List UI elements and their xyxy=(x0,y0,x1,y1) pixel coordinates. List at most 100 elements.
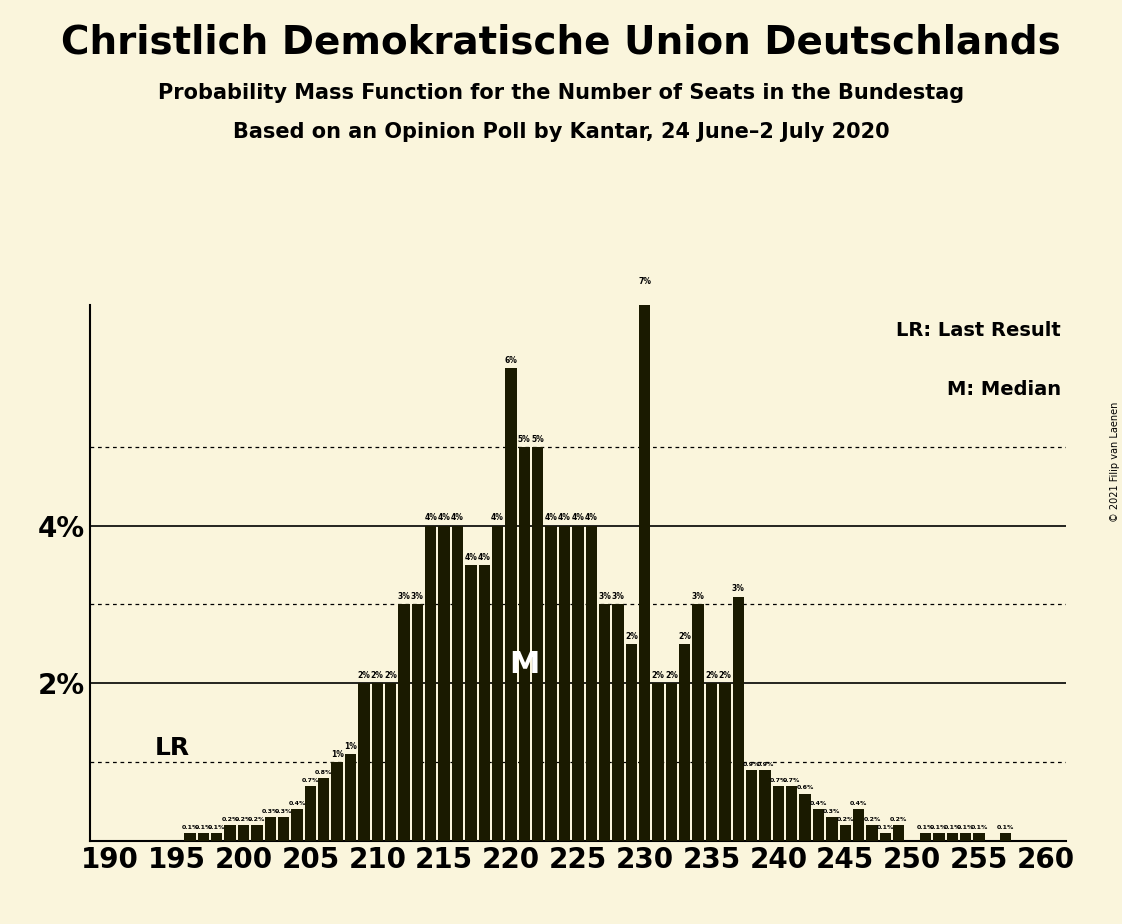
Bar xyxy=(197,833,209,841)
Bar xyxy=(344,754,356,841)
Text: 6%: 6% xyxy=(505,356,517,365)
Text: 0.1%: 0.1% xyxy=(957,825,974,830)
Bar xyxy=(385,683,396,841)
Bar xyxy=(425,526,436,841)
Text: 0.2%: 0.2% xyxy=(863,817,881,822)
Bar xyxy=(706,683,717,841)
Text: 4%: 4% xyxy=(491,514,504,522)
Text: 3%: 3% xyxy=(397,592,411,602)
Text: 0.1%: 0.1% xyxy=(182,825,199,830)
Text: 5%: 5% xyxy=(532,434,544,444)
Bar xyxy=(947,833,958,841)
Text: 0.1%: 0.1% xyxy=(944,825,960,830)
Text: 5%: 5% xyxy=(518,434,531,444)
Text: 0.2%: 0.2% xyxy=(837,817,854,822)
Text: 0.1%: 0.1% xyxy=(971,825,987,830)
Bar xyxy=(692,604,703,841)
Text: 0.2%: 0.2% xyxy=(221,817,239,822)
Text: M: M xyxy=(509,650,540,679)
Bar xyxy=(733,597,744,841)
Text: © 2021 Filip van Laenen: © 2021 Filip van Laenen xyxy=(1110,402,1120,522)
Text: 3%: 3% xyxy=(611,592,624,602)
Bar xyxy=(224,825,236,841)
Bar xyxy=(773,785,784,841)
Text: 2%: 2% xyxy=(358,671,370,680)
Text: 2%: 2% xyxy=(625,632,637,640)
Text: 4%: 4% xyxy=(585,514,598,522)
Text: 2%: 2% xyxy=(652,671,664,680)
Text: 0.7%: 0.7% xyxy=(770,777,788,783)
Bar xyxy=(265,817,276,841)
Text: 3%: 3% xyxy=(411,592,424,602)
Text: LR: Last Result: LR: Last Result xyxy=(896,321,1061,340)
Bar xyxy=(398,604,410,841)
Bar xyxy=(412,604,423,841)
Text: 4%: 4% xyxy=(451,514,463,522)
Bar xyxy=(760,770,771,841)
Bar xyxy=(934,833,945,841)
Bar xyxy=(479,565,490,841)
Text: 2%: 2% xyxy=(384,671,397,680)
Bar xyxy=(371,683,383,841)
Text: 4%: 4% xyxy=(558,514,571,522)
Text: 0.1%: 0.1% xyxy=(917,825,935,830)
Bar xyxy=(505,368,516,841)
Text: 3%: 3% xyxy=(598,592,611,602)
Bar xyxy=(800,794,811,841)
Text: 4%: 4% xyxy=(478,553,490,562)
Bar xyxy=(572,526,583,841)
Bar xyxy=(652,683,664,841)
Bar xyxy=(211,833,222,841)
Text: 2%: 2% xyxy=(705,671,718,680)
Bar xyxy=(626,644,637,841)
Text: 1%: 1% xyxy=(344,742,357,751)
Text: 0.2%: 0.2% xyxy=(890,817,908,822)
Bar xyxy=(665,683,677,841)
Bar xyxy=(292,809,303,841)
Bar xyxy=(787,785,798,841)
Text: Probability Mass Function for the Number of Seats in the Bundestag: Probability Mass Function for the Number… xyxy=(158,83,964,103)
Bar xyxy=(960,833,972,841)
Text: 4%: 4% xyxy=(438,514,451,522)
Text: Christlich Demokratische Union Deutschlands: Christlich Demokratische Union Deutschla… xyxy=(61,23,1061,61)
Bar xyxy=(532,447,543,841)
Text: 2%: 2% xyxy=(718,671,732,680)
Bar xyxy=(184,833,195,841)
Text: 2%: 2% xyxy=(679,632,691,640)
Bar xyxy=(466,565,477,841)
Bar xyxy=(491,526,504,841)
Text: Based on an Opinion Poll by Kantar, 24 June–2 July 2020: Based on an Opinion Poll by Kantar, 24 J… xyxy=(232,122,890,142)
Text: 0.8%: 0.8% xyxy=(315,770,332,774)
Text: 0.1%: 0.1% xyxy=(930,825,948,830)
Text: 0.4%: 0.4% xyxy=(810,801,827,806)
Bar xyxy=(518,447,530,841)
Text: 0.9%: 0.9% xyxy=(743,761,761,767)
Bar xyxy=(452,526,463,841)
Text: 2%: 2% xyxy=(370,671,384,680)
Bar xyxy=(251,825,263,841)
Bar xyxy=(238,825,249,841)
Bar xyxy=(331,762,343,841)
Bar xyxy=(305,785,316,841)
Bar xyxy=(812,809,825,841)
Text: 0.3%: 0.3% xyxy=(261,809,279,814)
Text: 0.1%: 0.1% xyxy=(876,825,894,830)
Text: LR: LR xyxy=(155,736,190,760)
Text: 0.2%: 0.2% xyxy=(234,817,252,822)
Bar xyxy=(1000,833,1011,841)
Bar xyxy=(746,770,757,841)
Bar xyxy=(839,825,850,841)
Text: 3%: 3% xyxy=(692,592,705,602)
Bar xyxy=(880,833,891,841)
Text: 3%: 3% xyxy=(732,584,745,593)
Text: 0.1%: 0.1% xyxy=(997,825,1014,830)
Text: M: Median: M: Median xyxy=(947,380,1061,399)
Text: 0.2%: 0.2% xyxy=(248,817,266,822)
Text: 0.3%: 0.3% xyxy=(824,809,840,814)
Text: 0.7%: 0.7% xyxy=(783,777,800,783)
Text: 4%: 4% xyxy=(571,514,585,522)
Bar xyxy=(318,778,330,841)
Text: 0.6%: 0.6% xyxy=(797,785,813,790)
Bar xyxy=(586,526,597,841)
Bar xyxy=(599,604,610,841)
